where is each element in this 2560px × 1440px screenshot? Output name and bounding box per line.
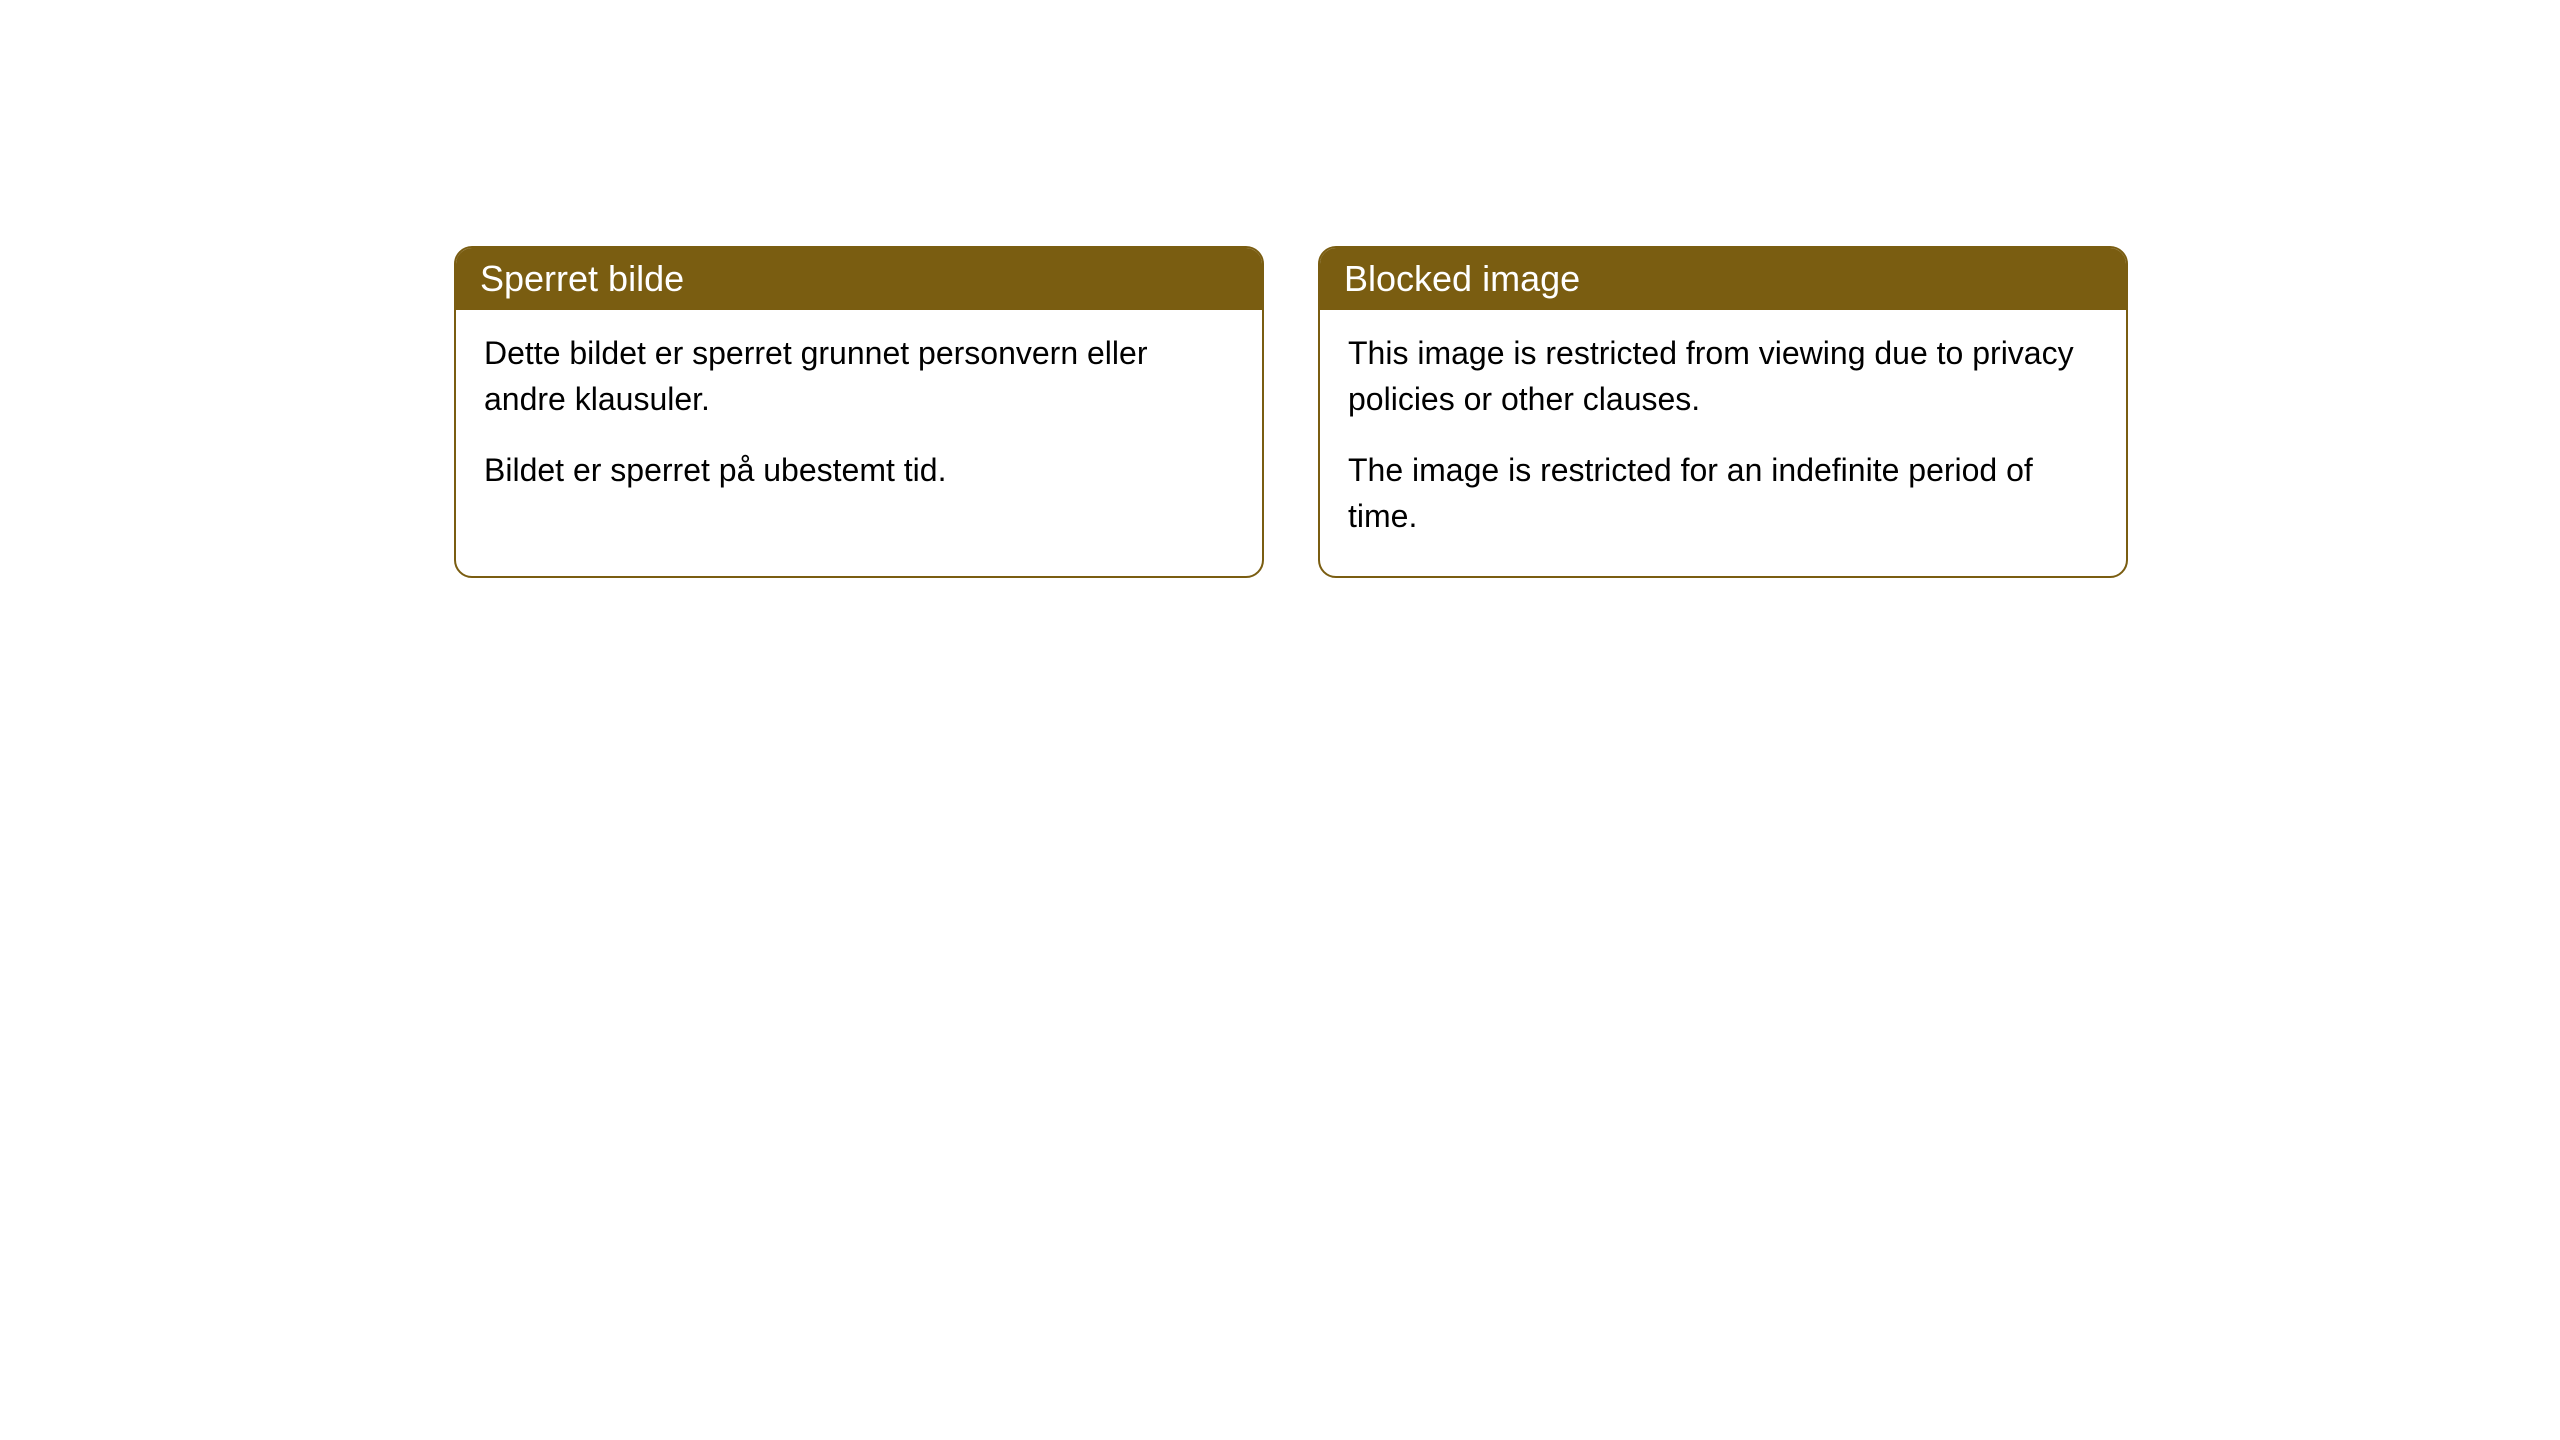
cards-container: Sperret bilde Dette bildet er sperret gr…	[454, 246, 2128, 578]
card-paragraph: The image is restricted for an indefinit…	[1348, 447, 2098, 540]
card-body-norwegian: Dette bildet er sperret grunnet personve…	[456, 310, 1262, 529]
card-body-english: This image is restricted from viewing du…	[1320, 310, 2126, 576]
card-english: Blocked image This image is restricted f…	[1318, 246, 2128, 578]
card-paragraph: Dette bildet er sperret grunnet personve…	[484, 330, 1234, 423]
card-header-norwegian: Sperret bilde	[456, 248, 1262, 310]
card-header-english: Blocked image	[1320, 248, 2126, 310]
card-paragraph: This image is restricted from viewing du…	[1348, 330, 2098, 423]
card-norwegian: Sperret bilde Dette bildet er sperret gr…	[454, 246, 1264, 578]
card-paragraph: Bildet er sperret på ubestemt tid.	[484, 447, 1234, 493]
